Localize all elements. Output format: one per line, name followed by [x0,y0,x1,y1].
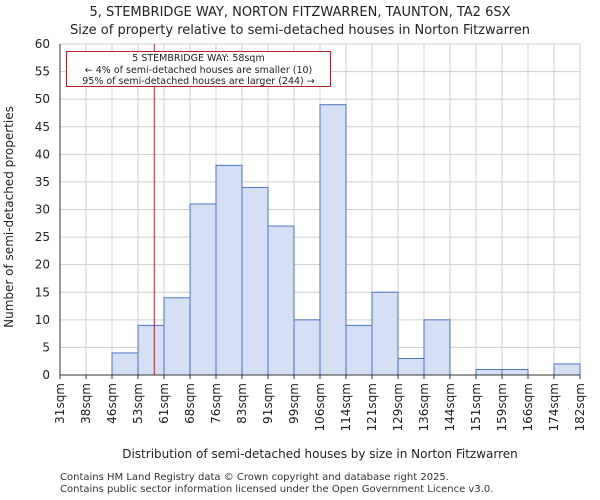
y-tick-label: 30 [35,203,50,217]
x-tick-label: 151sqm [469,383,483,431]
chart-subtitle: Size of property relative to semi-detach… [69,23,531,38]
annotation-line-1: 5 STEMBRIDGE WAY: 58sqm [132,53,265,64]
histogram-bar [189,203,217,376]
y-axis-label: Number of semi-detached properties [2,106,16,328]
bars [111,104,581,376]
annotation-line-3: 95% of semi-detached houses are larger (… [82,76,315,87]
footer-line-2: Contains public sector information licen… [60,484,494,495]
y-tick-label: 10 [35,313,50,327]
histogram-bar [293,319,321,376]
x-axis-label: Distribution of semi-detached houses by … [122,447,518,461]
x-tick-label: 106sqm [313,383,327,431]
histogram-bar [397,357,425,376]
histogram-bar [345,324,373,376]
y-tick-label: 0 [42,368,50,382]
y-tick-labels: 0 5 10 15 20 25 30 35 40 45 50 55 60 [35,37,50,382]
footer: Contains HM Land Registry data © Crown c… [60,472,493,496]
annotation-line-2: ← 4% of semi-detached houses are smaller… [84,64,313,76]
x-tick-label: 38sqm [79,383,93,424]
histogram-bar [111,352,139,376]
chart-title-block: 5, STEMBRIDGE WAY, NORTON FITZWARREN, TA… [0,4,600,40]
x-tick-label: 121sqm [365,383,379,431]
x-tick-labels: 31sqm 38sqm 46sqm 53sqm 61sqm 68sqm 76sqm 83sqm… [53,383,587,431]
x-tick-label: 83sqm [235,383,249,424]
histogram-bar [553,363,581,376]
x-tick-label: 174sqm [547,383,561,431]
histogram-bar [215,164,243,376]
y-tick-label: 15 [35,285,50,299]
y-tick-label: 20 [35,258,50,272]
x-tick-label: 76sqm [209,383,223,424]
marker-annotation: 5 STEMBRIDGE WAY: 58sqm ← 4% of semi-det… [66,51,331,87]
x-tick-label: 159sqm [495,383,509,431]
histogram-bar [423,319,451,376]
x-tick-label: 46sqm [105,383,119,424]
y-tick-label: 45 [35,120,50,134]
histogram-bar [475,368,503,376]
histogram-bar [371,291,399,376]
y-tick-label: 40 [35,147,50,161]
x-tick-label: 114sqm [339,383,353,431]
x-tick-label: 53sqm [131,383,145,424]
x-tick-label: 129sqm [391,383,405,431]
x-tick-label: 144sqm [443,383,457,431]
x-tick-label: 99sqm [287,383,301,424]
histogram-bar [501,368,529,376]
y-tick-label: 50 [35,92,50,106]
x-tick-label: 91sqm [261,383,275,424]
x-tick-label: 61sqm [157,383,171,424]
histogram-bar [137,324,165,376]
y-tick-label: 5 [42,340,50,354]
histogram-bar [163,297,191,376]
histogram-bar [267,225,295,376]
y-tick-label: 25 [35,230,50,244]
histogram-bar [241,186,269,376]
x-tick-label: 31sqm [53,383,67,424]
y-tick-label: 35 [35,175,50,189]
histogram-bar [319,104,347,376]
chart-title: 5, STEMBRIDGE WAY, NORTON FITZWARREN, TA… [89,5,511,20]
x-tick-label: 136sqm [417,383,431,431]
x-tick-label: 68sqm [183,383,197,424]
axes [59,44,581,379]
footer-line-1: Contains HM Land Registry data © Crown c… [60,472,449,483]
x-tick-label: 182sqm [573,383,587,431]
y-tick-label: 60 [35,37,50,51]
x-tick-label: 166sqm [521,383,535,431]
y-tick-label: 55 [35,65,50,79]
